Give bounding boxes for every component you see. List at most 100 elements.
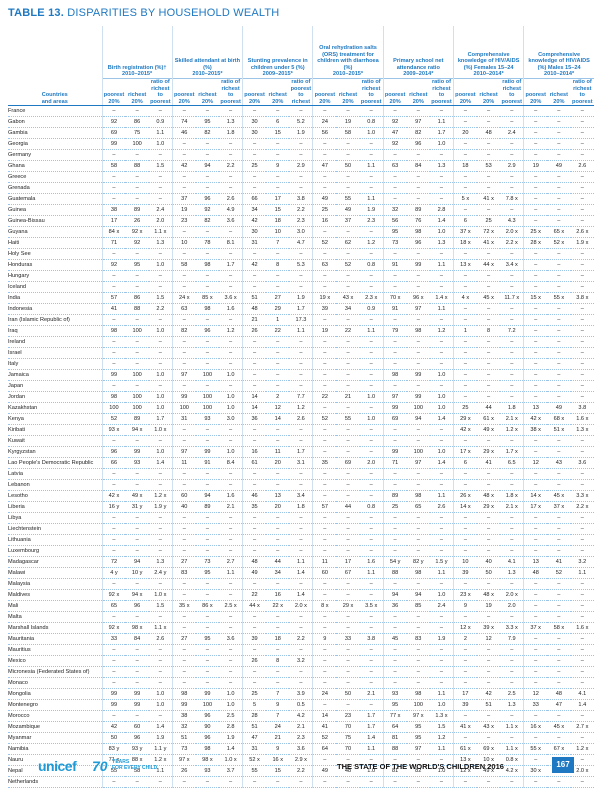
table-cell: – [570,710,595,723]
table-cell: 63 [312,259,337,272]
table-cell: – [406,281,430,294]
table-cell: – [195,138,220,151]
table-cell: – [382,468,407,481]
table-cell: 94 [382,589,407,602]
table-cell: – [195,512,220,525]
table-cell: – [242,105,267,118]
table-cell: 49 [312,193,337,206]
table-cell: 42 x [101,490,126,503]
table-cell: 52 x [242,754,267,767]
table-cell: – [171,545,196,558]
table-cell: – [101,677,126,690]
table-cell: 10 [452,556,477,569]
table-cell: – [359,149,384,162]
table-cell: – [406,677,430,690]
table-cell: – [336,622,360,635]
table-cell: – [125,358,149,371]
table-cell: – [430,754,454,767]
table-cell: 94 [195,160,220,173]
table-cell: – [476,303,501,316]
table-row: Malta – – – – – – – – – – – – – – – – – – – – – [8,611,595,624]
table-cell: – [382,149,407,162]
table-cell: – [219,171,243,184]
table-cell: 72 x [476,226,501,239]
table-cell: – [430,578,454,591]
table-cell: – [312,622,337,635]
group-header: Stunting prevalence in children under 5 … [242,26,313,79]
table-cell: – [406,512,430,525]
table-cell: – [242,622,267,635]
table-cell: – [382,435,407,448]
table-cell: – [359,226,384,239]
table-cell: 1.0 [148,402,173,415]
table-cell: 47 [382,127,407,140]
table-label: TABLE 13. [8,7,64,19]
table-cell: 1.0 [430,391,454,404]
table-cell: 46 [171,127,196,140]
table-cell: – [523,655,548,668]
table-row: Ireland – – – – – – – – – – – – – – – – – – – – – [8,336,595,349]
table-cell: 99 [382,402,407,415]
table-cell: 70 [336,721,360,734]
table-cell: 1.5 [148,160,173,173]
table-cell: 19 [171,204,196,217]
table-cell: – [219,105,243,118]
table-row: Haiti 71 92 1.3 10 78 8.1 31 7 4.7 52 62 1.2 73 96 1.3 1… [8,237,595,250]
table-cell: 65 x [547,226,571,239]
table-cell: – [382,336,407,349]
table-cell: – [359,699,384,712]
table-cell: – [500,314,524,327]
table-cell: 1.1 y [148,743,173,756]
table-cell: 42 [171,160,196,173]
table-cell: – [312,578,337,591]
table-cell: – [101,611,126,624]
table-cell: – [523,523,548,536]
table-cell: – [476,468,501,481]
table-cell: – [382,105,407,118]
table-cell: – [500,105,524,118]
table-cell: 1.0 [148,688,173,701]
table-cell: – [336,138,360,151]
table-cell: 90 [195,721,220,734]
table-cell: 1.0 [430,589,454,602]
table-cell: – [171,468,196,481]
table-cell: – [570,611,595,624]
table-head: Countries and areas Birth registration (%)… [8,26,595,107]
table-cell: – [523,171,548,184]
table-cell: – [101,655,126,668]
table-cell: – [452,358,477,371]
table-cell: – [266,578,290,591]
table-cell: 26 x [452,490,477,503]
group-header: Birth registration (%)† 2010–2015* [101,26,173,79]
table-cell: – [570,479,595,492]
table-row: Hungary – – – – – – – – – – – – – – – – – – – – – [8,270,595,283]
table-cell: 1.2 x [500,424,524,437]
table-cell: – [570,655,595,668]
table-cell: – [430,270,454,283]
table-cell: 22 [242,589,267,602]
table-cell: – [289,347,313,360]
table-cell: 2.3 [289,215,313,228]
table-cell: 7 [266,688,290,701]
table-cell: – [171,677,196,690]
table-cell: – [500,369,524,382]
table-cell: – [452,149,477,162]
table-cell: – [289,336,313,349]
table-cell: 1.3 x [430,710,454,723]
table-cell: 1.0 [430,369,454,382]
table-cell: – [148,171,173,184]
table-cell: – [195,226,220,239]
table-cell: – [195,622,220,635]
table-cell: – [547,391,571,404]
table-row: Malaysia – – – – – – – – – – – – – – – – – – – – – [8,578,595,591]
table-cell: – [452,270,477,283]
table-cell: – [452,391,477,404]
table-cell: 95 [382,226,407,239]
table-cell: 36 [382,600,407,613]
table-cell: – [523,754,548,767]
table-cell: 1.4 [359,732,384,745]
country-name: Grenada [8,182,102,195]
table-cell: 1.1 [430,743,454,756]
table-row: Guinea-Bissau 17 26 2.0 23 82 3.6 42 18 2.3 16 37 2.… [8,215,595,228]
table-cell: 1.1 [430,116,454,129]
